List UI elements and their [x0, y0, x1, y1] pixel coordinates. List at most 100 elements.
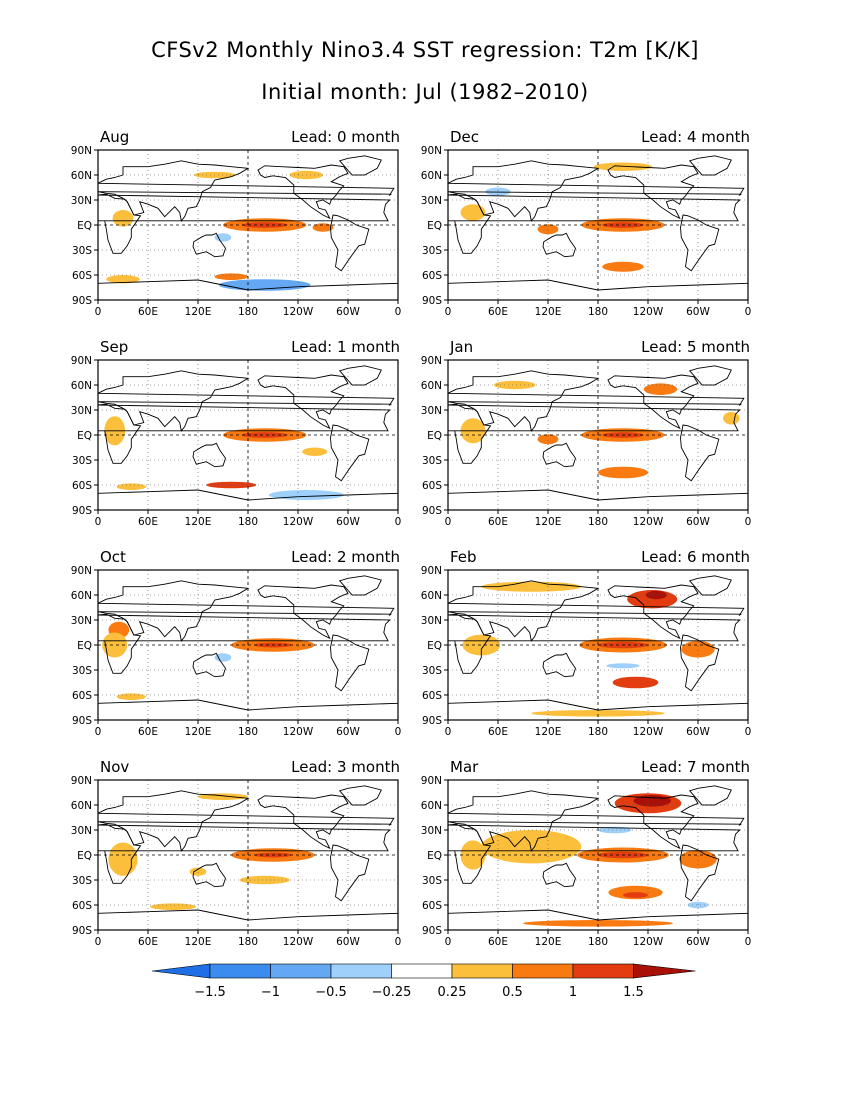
colorbar-label: 1 [569, 985, 577, 1000]
coastline [98, 403, 391, 464]
lat-tick-label: 60N [421, 380, 442, 392]
lat-tick-label: 90N [71, 145, 92, 157]
coastline [680, 214, 720, 272]
coastline [542, 232, 576, 258]
anomaly-region [612, 676, 659, 689]
lon-tick-label: 0 [395, 306, 402, 318]
panel-lead: Lead: 0 month [291, 128, 400, 146]
lon-tick-label: 120E [185, 936, 212, 948]
lat-tick-label: 60S [422, 690, 442, 702]
anomaly-region [462, 634, 501, 656]
coastline [338, 575, 382, 596]
coastline [257, 794, 349, 850]
figure-subtitle: Initial month: Jul (1982–2010) [261, 80, 589, 104]
coastline [192, 232, 226, 258]
anomaly-region [150, 903, 196, 910]
colorbar-segment [512, 963, 574, 979]
panel-month: Dec [450, 128, 480, 146]
panel-month: Oct [100, 548, 126, 566]
lon-tick-label: 180 [588, 726, 608, 738]
coastline [257, 164, 349, 220]
anomaly-region [493, 380, 536, 390]
coastline [448, 823, 741, 884]
coastline [680, 634, 720, 692]
lat-tick-label: 90N [421, 145, 442, 157]
anomaly-region [108, 842, 138, 876]
lon-tick-label: 0 [395, 936, 402, 948]
lon-tick-label: 0 [95, 726, 102, 738]
coastline [542, 442, 576, 468]
anomaly-region [214, 233, 232, 242]
lon-tick-label: 0 [445, 936, 452, 948]
lon-tick-label: 180 [588, 516, 608, 528]
lat-tick-label: 60S [422, 900, 442, 912]
lat-tick-label: 30N [421, 825, 442, 837]
coastline [98, 580, 395, 642]
lon-tick-label: 120E [185, 516, 212, 528]
panel-lead: Lead: 4 month [641, 128, 750, 146]
map-panel: Dec Lead: 4 month 90N 60N 30N EQ 30S 60S 90S 0 60E… [400, 128, 752, 325]
panel-month: Sep [100, 338, 129, 356]
lat-tick-label: 90N [421, 565, 442, 577]
lat-tick-label: 30S [422, 455, 442, 467]
lat-tick-label: 90N [71, 355, 92, 367]
coastline [607, 164, 699, 220]
lon-tick-label: 0 [95, 306, 102, 318]
lon-tick-label: 60E [138, 306, 158, 318]
anomaly-region [239, 875, 290, 885]
lon-tick-label: 120E [535, 516, 562, 528]
panel-month: Nov [100, 758, 130, 776]
lat-tick-label: 90N [421, 355, 442, 367]
coastline [688, 155, 732, 176]
lon-tick-label: 0 [445, 306, 452, 318]
lon-tick-label: 60W [336, 936, 360, 948]
lon-tick-label: 60W [336, 516, 360, 528]
lat-tick-label: EQ [77, 430, 92, 442]
coastline [688, 365, 732, 386]
lat-tick-label: 30N [421, 195, 442, 207]
panel-lead: Lead: 1 month [291, 338, 400, 356]
lon-tick-label: 0 [395, 516, 402, 528]
lon-tick-label: 120E [535, 726, 562, 738]
anomaly-region [218, 279, 311, 291]
coastline [607, 794, 699, 850]
anomaly-region [681, 640, 715, 658]
map-panel: Mar Lead: 7 month 90N 60N 30N EQ 30S 60S 90S 0 60E… [400, 758, 752, 955]
lon-tick-label: 60W [686, 936, 710, 948]
lon-tick-label: 120W [633, 516, 664, 528]
lon-tick-label: 0 [745, 936, 752, 948]
lat-tick-label: 30S [72, 245, 92, 257]
anomaly-region [481, 830, 582, 864]
anomaly-region [302, 447, 328, 456]
map-panel: Feb Lead: 6 month 90N 60N 30N EQ 30S 60S 90S 0 60E… [400, 548, 752, 745]
coastline [688, 785, 732, 806]
map-panel: Aug Lead: 0 month 90N 60N 30N EQ 30S 60S 90S 0 60E… [50, 128, 402, 325]
coastline [257, 374, 349, 430]
coastline [192, 652, 226, 678]
coastline [680, 424, 720, 482]
colorbar-segment [209, 963, 271, 979]
colorbar-segment [330, 963, 392, 979]
lat-tick-label: 60S [72, 480, 92, 492]
lon-tick-label: 0 [445, 726, 452, 738]
lon-tick-label: 120W [633, 936, 664, 948]
lat-tick-label: 60S [422, 480, 442, 492]
figure-title: CFSv2 Monthly Nino3.4 SST regression: T2… [151, 38, 699, 62]
lon-tick-label: 120W [633, 726, 664, 738]
lon-tick-label: 180 [238, 936, 258, 948]
lat-tick-label: 60N [421, 590, 442, 602]
colorbar-segment [270, 963, 332, 979]
colorbar-segment [391, 963, 453, 979]
lat-tick-label: 30N [421, 405, 442, 417]
lon-tick-label: 60W [336, 726, 360, 738]
anomaly-region [116, 693, 146, 700]
lon-tick-label: 60W [686, 306, 710, 318]
map-panel: Nov Lead: 3 month 90N 60N 30N EQ 30S 60S 90S 0 60E… [50, 758, 402, 955]
lon-tick-label: 120W [283, 516, 314, 528]
anomaly-region [102, 632, 128, 658]
colorbar-label: 0.25 [438, 985, 467, 1000]
coastline [607, 584, 699, 640]
coastline [448, 403, 741, 464]
